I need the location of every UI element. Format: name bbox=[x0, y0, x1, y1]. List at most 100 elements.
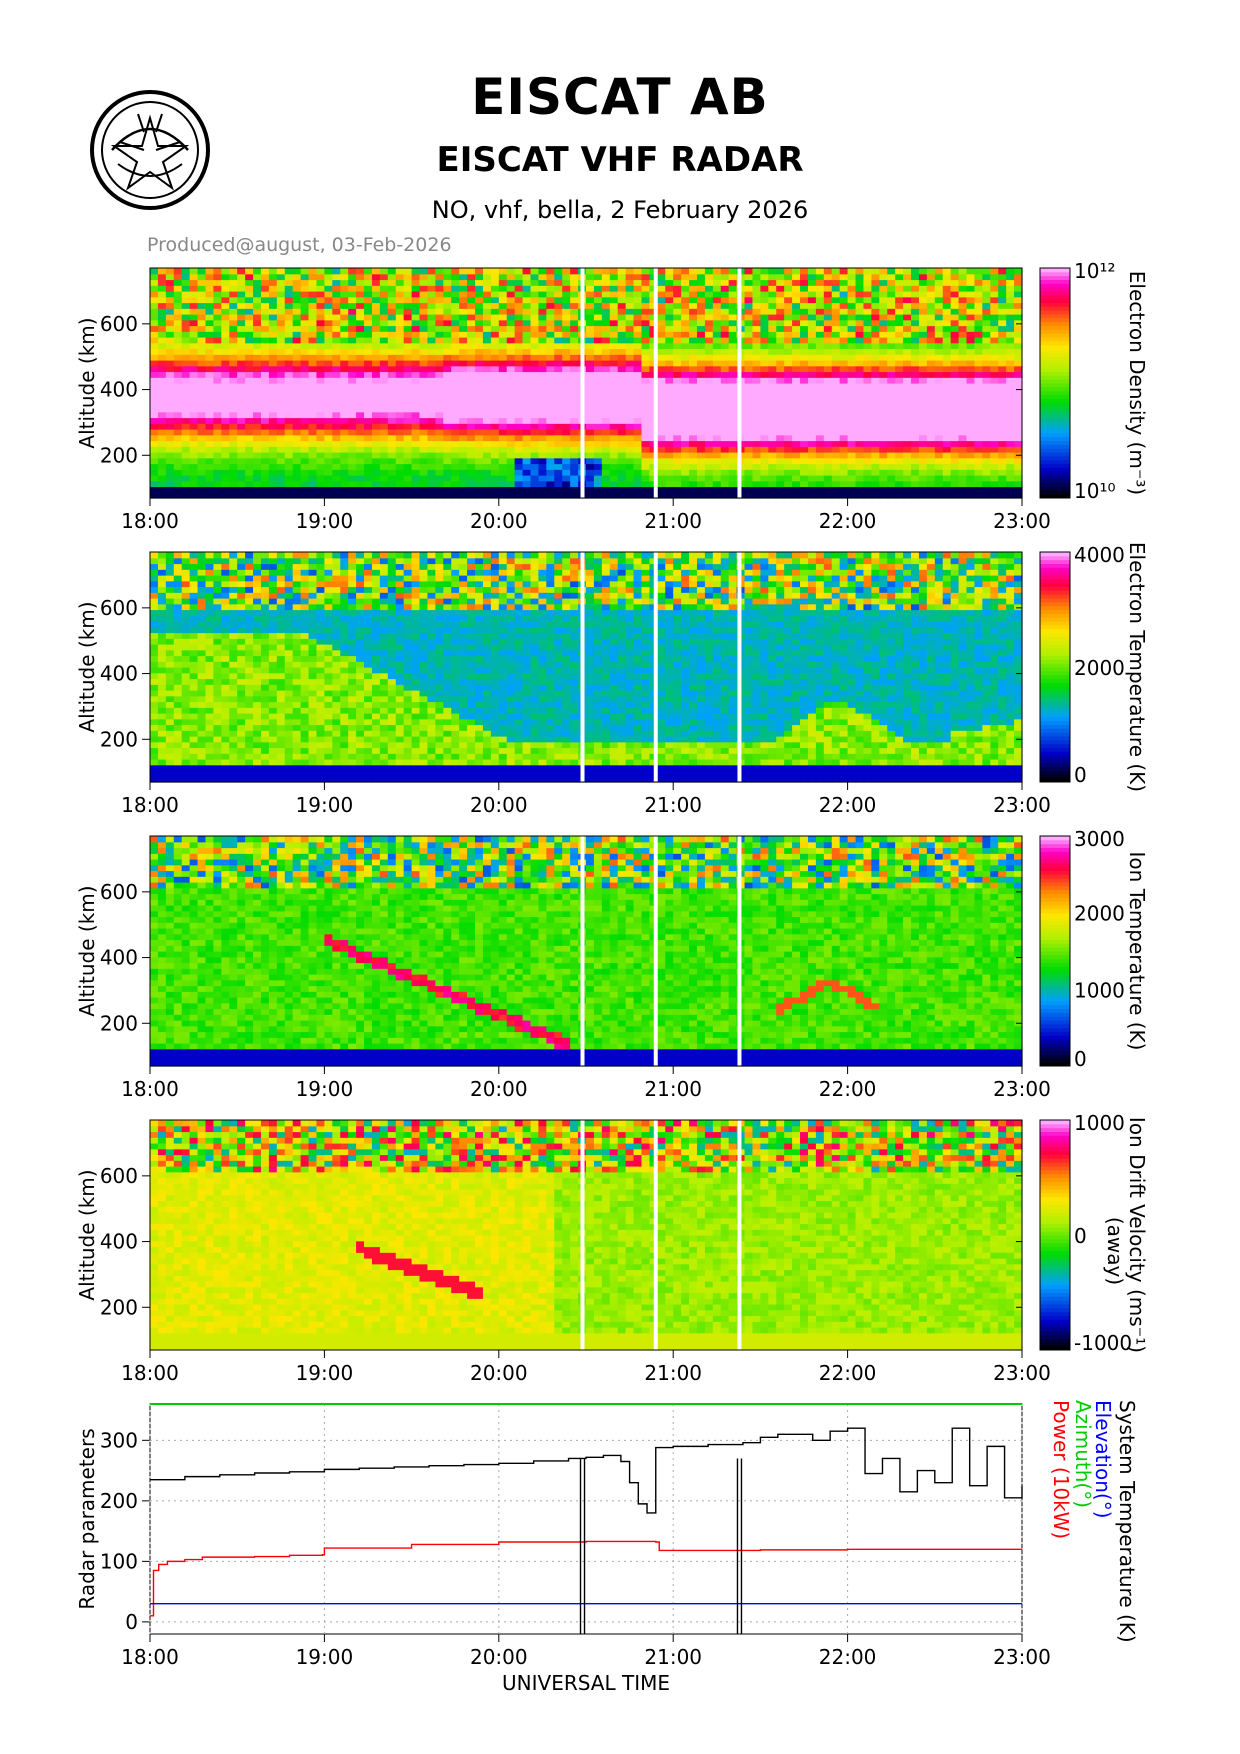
heatmap-cell bbox=[593, 331, 603, 338]
heatmap-cell bbox=[197, 463, 207, 470]
heatmap-cell bbox=[229, 354, 238, 361]
heatmap-cell bbox=[681, 486, 690, 493]
heatmap-cell bbox=[150, 603, 159, 611]
heatmap-cell bbox=[633, 440, 643, 447]
heatmap-cell bbox=[823, 429, 833, 436]
heatmap-cell bbox=[173, 417, 183, 424]
heatmap-cell bbox=[268, 325, 278, 332]
heatmap-cell bbox=[482, 429, 492, 436]
heatmap-cell bbox=[435, 371, 444, 378]
heatmap-cell bbox=[752, 279, 761, 286]
colorbar-step bbox=[1040, 329, 1070, 334]
heatmap-cell bbox=[229, 736, 238, 743]
heatmap-cell bbox=[926, 388, 936, 396]
heatmap-cell bbox=[308, 371, 318, 378]
heatmap-cell bbox=[649, 388, 658, 396]
heatmap-cell bbox=[268, 486, 278, 493]
heatmap-cell bbox=[911, 434, 920, 442]
heatmap-cell bbox=[1006, 480, 1015, 488]
heatmap-cell bbox=[934, 457, 944, 465]
heatmap-cell bbox=[847, 406, 857, 413]
heatmap-cell bbox=[696, 383, 706, 390]
heatmap-cell bbox=[356, 348, 365, 355]
heatmap-cell bbox=[173, 463, 183, 470]
heatmap-cell bbox=[895, 377, 904, 384]
heatmap-cell bbox=[522, 371, 532, 378]
heatmap-cell bbox=[498, 480, 508, 488]
heatmap-cell bbox=[689, 365, 698, 373]
heatmap-cell bbox=[213, 417, 222, 424]
heatmap-cell bbox=[1006, 342, 1015, 350]
heatmap-cell bbox=[522, 348, 532, 355]
heatmap-cell bbox=[903, 308, 912, 315]
heatmap-cell bbox=[895, 365, 904, 373]
heatmap-cell bbox=[395, 296, 405, 304]
heatmap-cell bbox=[451, 475, 460, 482]
heatmap-cell bbox=[704, 463, 714, 470]
heatmap-cell bbox=[744, 365, 754, 373]
heatmap-cell bbox=[356, 342, 365, 350]
heatmap-cell bbox=[284, 457, 294, 465]
heatmap-cell bbox=[625, 279, 635, 286]
heatmap-cell bbox=[213, 394, 222, 401]
heatmap-cell bbox=[165, 475, 175, 482]
heatmap-cell bbox=[514, 400, 524, 407]
heatmap-cell bbox=[601, 475, 611, 482]
heatmap-cell bbox=[617, 308, 627, 315]
heatmap-cell bbox=[792, 469, 801, 476]
heatmap-cell bbox=[942, 268, 952, 275]
heatmap-cell bbox=[593, 273, 603, 281]
heatmap-cell bbox=[229, 655, 238, 662]
heatmap-cell bbox=[205, 417, 215, 424]
heatmap-cell bbox=[387, 319, 397, 327]
heatmap-cell bbox=[181, 638, 191, 645]
heatmap-cell bbox=[419, 400, 429, 407]
heatmap-cell bbox=[245, 667, 254, 674]
heatmap-cell bbox=[419, 279, 429, 286]
heatmap-cell bbox=[752, 434, 761, 442]
heatmap-cell bbox=[506, 360, 516, 367]
heatmap-cell bbox=[340, 325, 349, 332]
heatmap-cell bbox=[839, 308, 849, 315]
heatmap-cell bbox=[704, 302, 714, 309]
heatmap-cell bbox=[990, 342, 999, 350]
heatmap-cell bbox=[498, 406, 508, 413]
heatmap-cell bbox=[482, 400, 492, 407]
heatmap-cell bbox=[823, 314, 833, 321]
heatmap-cell bbox=[982, 452, 991, 459]
heatmap-cell bbox=[348, 463, 357, 470]
heatmap-cell bbox=[332, 331, 341, 338]
heatmap-cell bbox=[815, 342, 825, 350]
heatmap-cell bbox=[696, 429, 706, 436]
heatmap-cell bbox=[475, 463, 484, 470]
heatmap-cell bbox=[237, 463, 246, 470]
heatmap-cell bbox=[752, 342, 761, 350]
heatmap-cell bbox=[752, 291, 761, 298]
heatmap-cell bbox=[443, 406, 452, 413]
heatmap-cell bbox=[459, 273, 468, 281]
heatmap-cell bbox=[998, 423, 1007, 430]
x-tick-label: 19:00 bbox=[296, 509, 354, 533]
heatmap-cell bbox=[887, 411, 896, 419]
heatmap-cell bbox=[284, 463, 294, 470]
heatmap-cell bbox=[276, 429, 286, 436]
heatmap-cell bbox=[712, 411, 722, 419]
heatmap-cell bbox=[554, 457, 563, 465]
heatmap-cell bbox=[157, 552, 167, 559]
heatmap-cell bbox=[895, 383, 904, 390]
heatmap-cell bbox=[847, 314, 857, 321]
heatmap-cell bbox=[792, 371, 801, 378]
heatmap-cell bbox=[665, 411, 674, 419]
heatmap-cell bbox=[911, 406, 920, 413]
heatmap-cell bbox=[490, 285, 500, 292]
heatmap-cell bbox=[189, 609, 199, 616]
heatmap-cell bbox=[522, 273, 532, 281]
heatmap-cell bbox=[887, 279, 896, 286]
heatmap-cell bbox=[918, 463, 928, 470]
heatmap-cell bbox=[506, 314, 516, 321]
heatmap-cell bbox=[229, 342, 238, 350]
heatmap-cell bbox=[815, 273, 825, 281]
heatmap-cell bbox=[784, 291, 793, 298]
heatmap-cell bbox=[253, 314, 262, 321]
heatmap-cell bbox=[966, 354, 976, 361]
